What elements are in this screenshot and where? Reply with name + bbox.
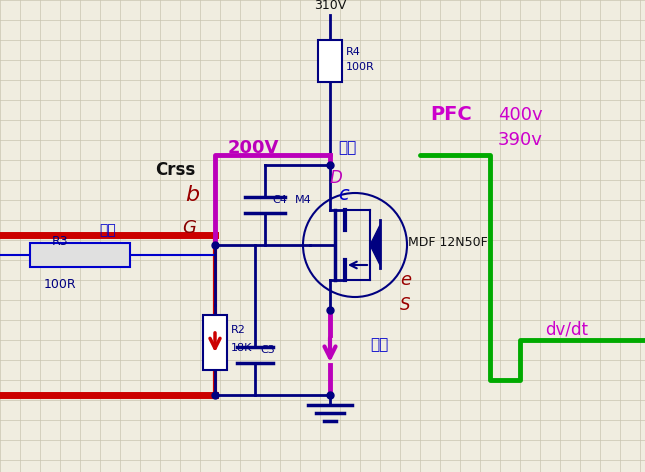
- Bar: [203, 315, 227, 370]
- Text: R2: R2: [231, 325, 246, 335]
- Text: 390v: 390v: [498, 131, 543, 149]
- Text: C4: C4: [272, 195, 287, 205]
- Text: PFC: PFC: [430, 106, 471, 125]
- Bar: [30, 243, 130, 267]
- Text: e: e: [400, 271, 411, 289]
- Text: 100R: 100R: [44, 278, 76, 291]
- Text: b: b: [185, 185, 199, 205]
- Text: 100R: 100R: [346, 62, 375, 72]
- Text: 400v: 400v: [498, 106, 542, 124]
- Text: S: S: [400, 296, 410, 314]
- Text: 200V: 200V: [228, 139, 279, 157]
- Text: MDF 12N50F: MDF 12N50F: [408, 236, 488, 250]
- Text: 栅极: 栅极: [99, 223, 116, 237]
- Text: 310V: 310V: [314, 0, 346, 12]
- Text: G: G: [182, 219, 196, 237]
- Text: M4: M4: [295, 195, 312, 205]
- Text: c: c: [338, 185, 349, 204]
- Bar: [318, 40, 342, 82]
- Text: D: D: [330, 169, 342, 187]
- Text: 源极: 源极: [370, 337, 388, 353]
- Text: C3: C3: [260, 345, 275, 355]
- Polygon shape: [370, 225, 380, 265]
- Text: R4: R4: [346, 47, 361, 57]
- Text: R3: R3: [52, 235, 68, 248]
- Text: Crss: Crss: [155, 161, 195, 179]
- Text: 18K: 18K: [231, 343, 252, 353]
- Text: 漏极: 漏极: [338, 141, 356, 155]
- Text: dv/dt: dv/dt: [545, 321, 588, 339]
